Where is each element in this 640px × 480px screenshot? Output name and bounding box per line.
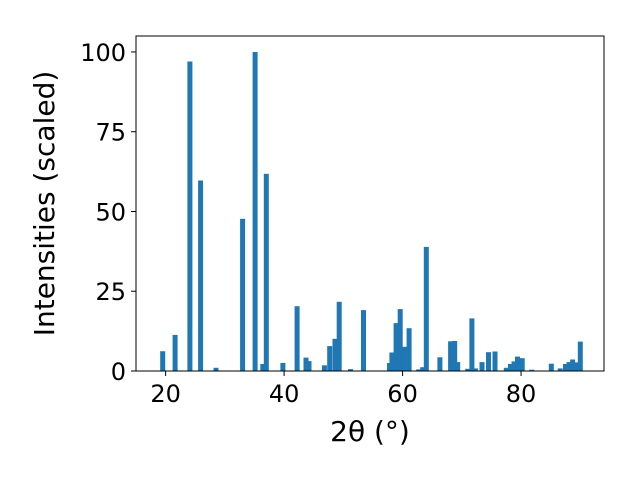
y-tick-label: 50 [95,198,126,226]
y-tick-label: 25 [95,278,126,306]
bar [263,173,269,371]
bar [492,351,498,371]
bar [469,318,475,371]
bar [455,362,461,371]
bar [479,362,485,371]
y-axis-label: Intensities (scaled) [28,71,61,337]
bar [303,357,309,371]
bar [252,52,258,371]
bar [393,323,399,371]
bar [548,363,554,371]
y-tick-label: 0 [111,358,126,386]
bar [406,328,412,371]
bar [401,346,407,371]
bar [511,361,517,371]
bar [563,364,568,371]
bar [213,367,219,371]
bar [260,364,266,371]
x-axis-label: 2θ (°) [330,415,410,448]
bar [465,368,471,371]
bar [507,364,513,371]
y-tick-label: 75 [95,119,126,147]
bar [566,362,572,371]
bar [306,361,312,371]
bar [452,341,458,371]
bar [515,356,520,371]
plot-frame [135,35,605,372]
x-tick-label: 60 [387,380,418,408]
bar [348,369,353,371]
bar [321,365,327,371]
x-tick-label: 40 [269,380,300,408]
bar [280,363,286,371]
bar [503,367,509,371]
bar [420,367,426,371]
y-tick-label: 100 [80,39,126,67]
y-axis: 0 25 50 75 100 [80,39,136,386]
bar [294,306,300,371]
bar [389,352,395,371]
bar [486,352,491,371]
bar [577,341,583,371]
x-tick-label: 20 [150,380,181,408]
bar [557,368,563,371]
bar [160,351,166,371]
bar [397,309,403,371]
bars-group [160,52,583,371]
x-axis: 20 40 60 80 [150,371,536,408]
bar [332,338,338,371]
bar [574,362,580,371]
bar [172,334,178,371]
bar [327,346,333,371]
bar [529,369,535,371]
bar [361,310,366,371]
bar [187,61,193,371]
bar [448,341,454,371]
bar [240,218,246,371]
bar [570,359,576,371]
bar [437,357,443,371]
bar [336,301,342,371]
bar [472,368,478,371]
bar [423,246,429,371]
bar [198,180,204,371]
x-tick-label: 80 [506,380,537,408]
bar [416,369,422,371]
bar [519,358,525,371]
